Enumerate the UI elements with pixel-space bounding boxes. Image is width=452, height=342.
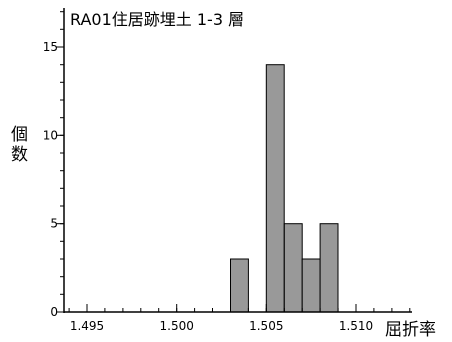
x-axis-label: 屈折率 bbox=[385, 320, 436, 340]
chart-title: RA01住居跡埋土 1-3 層 bbox=[70, 10, 244, 29]
histogram-bar-4 bbox=[301, 258, 321, 313]
x-tick-label: 1.500 bbox=[160, 319, 194, 333]
x-axis-ticks: 1.495 1.500 1.505 1.510 bbox=[68, 304, 411, 333]
x-tick-label: 1.495 bbox=[70, 319, 104, 333]
y-tick-label: 15 bbox=[43, 40, 58, 54]
y-axis-label-char: 個 bbox=[11, 125, 28, 145]
y-tick-label: 10 bbox=[43, 128, 58, 142]
y-tick-label: 5 bbox=[50, 217, 58, 231]
x-tick-label: 1.505 bbox=[249, 319, 283, 333]
histogram-bar-5 bbox=[319, 223, 339, 313]
histogram-bar-2 bbox=[265, 64, 285, 313]
bars-group bbox=[230, 64, 339, 313]
y-axis-label-char: 数 bbox=[11, 145, 28, 165]
y-tick-label: 0 bbox=[50, 305, 58, 319]
x-tick-label: 1.510 bbox=[339, 319, 373, 333]
histogram-bar-3 bbox=[283, 223, 303, 313]
y-axis-ticks: 0 5 10 15 bbox=[43, 11, 64, 319]
histogram-bar-1 bbox=[230, 258, 249, 313]
y-axis-label: 個数 bbox=[11, 125, 28, 165]
